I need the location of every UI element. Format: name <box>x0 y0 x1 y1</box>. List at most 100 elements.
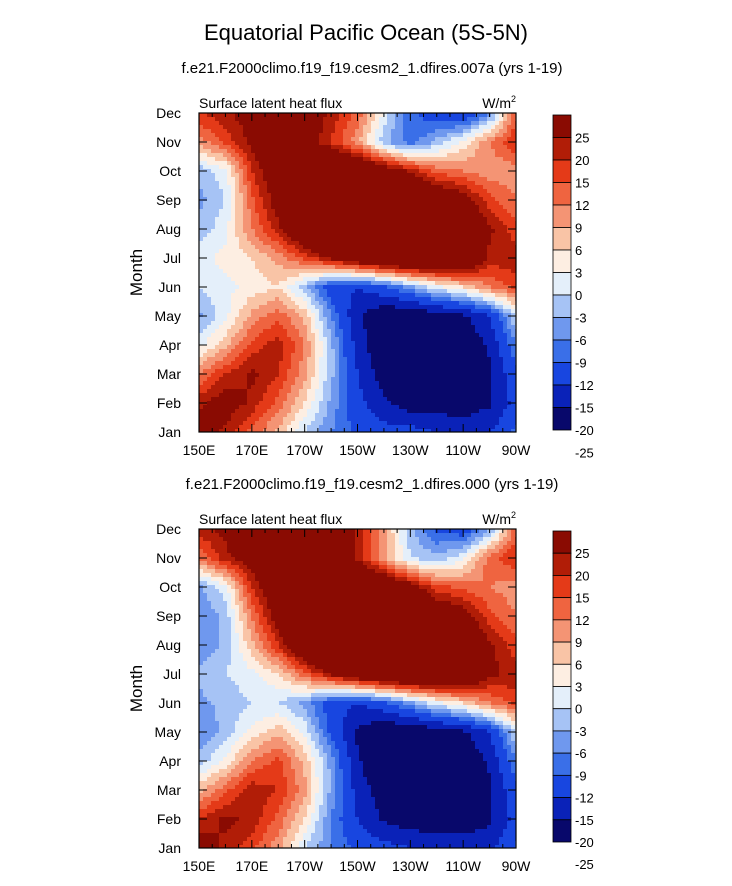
heatmap-cell <box>459 273 464 278</box>
heatmap-cell <box>239 329 244 334</box>
heatmap-cell <box>327 241 332 246</box>
heatmap-cell <box>467 265 472 270</box>
heatmap-cell <box>427 209 432 214</box>
heatmap-cell <box>279 213 284 218</box>
heatmap-cell <box>495 129 500 134</box>
heatmap-cell <box>435 209 440 214</box>
heatmap-cell <box>463 133 468 138</box>
heatmap-cell <box>391 285 396 290</box>
heatmap-cell <box>203 141 208 146</box>
heatmap-cell <box>491 233 496 238</box>
heatmap-cell <box>327 145 332 150</box>
heatmap-cell <box>335 177 340 182</box>
heatmap-cell <box>263 129 268 134</box>
heatmap-cell <box>375 233 380 238</box>
heatmap-cell <box>371 345 376 350</box>
heatmap-cell <box>475 201 480 206</box>
heatmap-cell <box>459 225 464 230</box>
heatmap-cell <box>207 125 212 130</box>
heatmap-cell <box>395 273 400 278</box>
heatmap-cell <box>479 113 484 118</box>
heatmap-cell <box>275 309 280 314</box>
heatmap-cell <box>355 337 360 342</box>
heatmap-cell <box>211 313 216 318</box>
heatmap-cell <box>319 221 324 226</box>
heatmap-cell <box>255 213 260 218</box>
heatmap-cell <box>495 133 500 138</box>
heatmap-cell <box>335 357 340 362</box>
heatmap-cell <box>343 313 348 318</box>
heatmap-cell <box>391 349 396 354</box>
heatmap-cell <box>415 245 420 250</box>
heatmap-cell <box>271 281 276 286</box>
heatmap-cell <box>275 261 280 266</box>
heatmap-cell <box>255 305 260 310</box>
heatmap-cell <box>263 217 268 222</box>
heatmap-cell <box>411 297 416 302</box>
heatmap-cell <box>463 289 468 294</box>
heatmap-cell <box>487 197 492 202</box>
heatmap-cell <box>343 209 348 214</box>
heatmap-cell <box>219 181 224 186</box>
heatmap-cell <box>243 225 248 230</box>
heatmap-cell <box>255 313 260 318</box>
heatmap-cell <box>231 257 236 262</box>
heatmap-cell <box>503 301 508 306</box>
heatmap-cell <box>307 181 312 186</box>
heatmap-cell <box>463 193 468 198</box>
heatmap-cell <box>363 217 368 222</box>
heatmap-cell <box>207 165 212 170</box>
heatmap-cell <box>467 313 472 318</box>
heatmap-cell <box>303 233 308 238</box>
heatmap-cell <box>295 201 300 206</box>
heatmap-cell <box>355 185 360 190</box>
heatmap-cell <box>223 149 228 154</box>
heatmap-cell <box>427 169 432 174</box>
heatmap-cell <box>307 185 312 190</box>
heatmap-cell <box>495 345 500 350</box>
heatmap-cell <box>383 293 388 298</box>
heatmap-cell <box>411 125 416 130</box>
heatmap-cell <box>463 145 468 150</box>
heatmap-cell <box>263 317 268 322</box>
heatmap-cell <box>483 305 488 310</box>
heatmap-cell <box>411 205 416 210</box>
heatmap-cell <box>479 285 484 290</box>
heatmap-cell <box>343 205 348 210</box>
heatmap-cell <box>235 329 240 334</box>
heatmap-cell <box>511 281 516 286</box>
heatmap-cell <box>375 137 380 142</box>
heatmap-cell <box>503 181 508 186</box>
heatmap-cell <box>259 137 264 142</box>
heatmap-cell <box>411 325 416 330</box>
heatmap-cell <box>283 349 288 354</box>
heatmap-cell <box>403 313 408 318</box>
heatmap-cell <box>223 133 228 138</box>
heatmap-cell <box>471 185 476 190</box>
heatmap-cell <box>335 265 340 270</box>
heatmap-cell <box>399 261 404 266</box>
heatmap-cell <box>247 157 252 162</box>
heatmap-cell <box>471 301 476 306</box>
heatmap-cell <box>407 269 412 274</box>
heatmap-cell <box>239 113 244 118</box>
heatmap-cell <box>471 285 476 290</box>
heatmap-cell <box>355 245 360 250</box>
heatmap-cell <box>427 165 432 170</box>
heatmap-cell <box>447 273 452 278</box>
heatmap-cell <box>431 157 436 162</box>
heatmap-cell <box>407 305 412 310</box>
heatmap-cell <box>495 297 500 302</box>
heatmap-cell <box>239 337 244 342</box>
heatmap-cell <box>199 121 204 126</box>
heatmap-cell <box>227 229 232 234</box>
heatmap-cell <box>347 277 352 282</box>
heatmap-cell <box>275 301 280 306</box>
heatmap-cell <box>327 289 332 294</box>
heatmap-cell <box>263 341 268 346</box>
heatmap-cell <box>427 145 432 150</box>
heatmap-cell <box>207 197 212 202</box>
heatmap-cell <box>339 133 344 138</box>
heatmap-cell <box>455 345 460 350</box>
heatmap-cell <box>467 317 472 322</box>
